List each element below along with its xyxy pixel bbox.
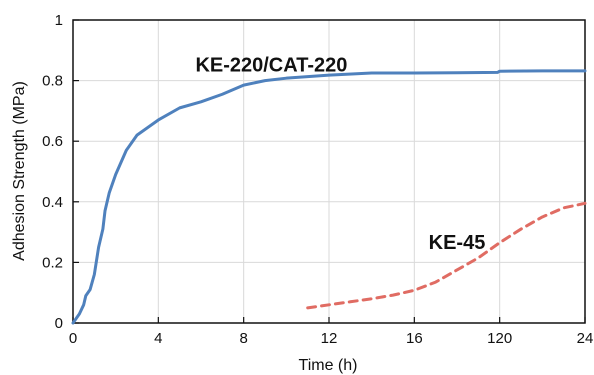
y-tick-label: 0.6 bbox=[42, 133, 63, 150]
y-tick-label: 0.4 bbox=[42, 194, 63, 211]
axis-layer: 0 4 8 12 16 120 24 0 0.2 0.4 0.6 0.8 1 bbox=[42, 12, 593, 347]
x-tick-label: 12 bbox=[321, 330, 338, 347]
series-layer bbox=[71, 69, 587, 325]
y-tick-label: 1 bbox=[55, 12, 63, 29]
series-line bbox=[71, 69, 587, 325]
y-tick-label: 0.2 bbox=[42, 254, 63, 271]
y-axis-title: Adhesion Strength (MPa) bbox=[11, 81, 28, 261]
series-annotation-label: KE-220/CAT-220 bbox=[195, 55, 347, 77]
series-line bbox=[306, 201, 587, 310]
x-axis-title: Time (h) bbox=[299, 357, 358, 374]
label-layer: KE-220/CAT-220 KE-45 bbox=[195, 55, 485, 254]
x-tick-label: 4 bbox=[154, 330, 162, 347]
x-tick-label: 24 bbox=[577, 330, 594, 347]
y-tick-label: 0 bbox=[55, 315, 63, 332]
x-tick-label: 0 bbox=[69, 330, 77, 347]
x-tick-label: 16 bbox=[406, 330, 423, 347]
y-tick-label: 0.8 bbox=[42, 73, 63, 90]
series-annotation-label: KE-45 bbox=[429, 232, 486, 254]
x-tick-label: 120 bbox=[487, 330, 512, 347]
x-tick-label: 8 bbox=[239, 330, 247, 347]
